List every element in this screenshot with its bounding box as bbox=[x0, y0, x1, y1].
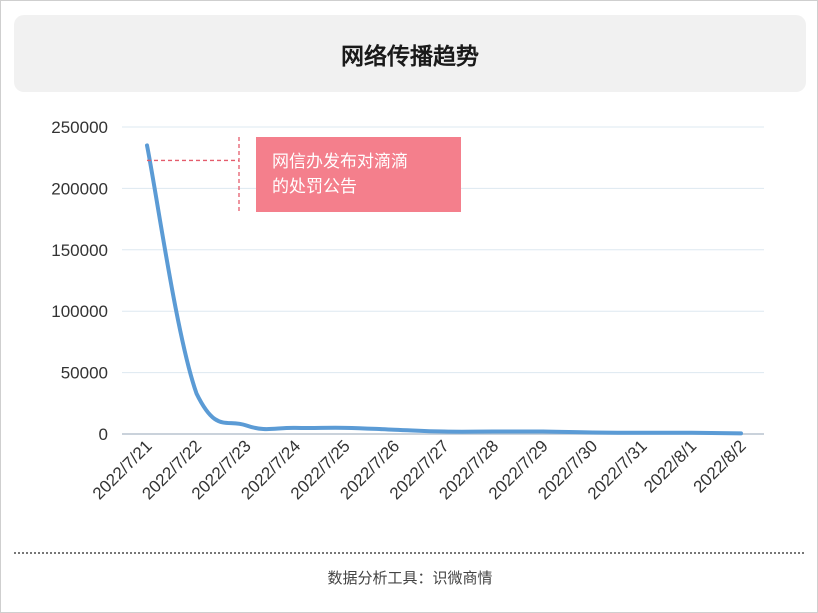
y-tick-label: 100000 bbox=[51, 302, 108, 321]
annotation-text: 网信办发布对滴滴 bbox=[272, 152, 408, 172]
line-chart: 0 50000 100000 150000 200000 250000 2022/7/21… bbox=[51, 118, 764, 503]
grid-lines bbox=[122, 126, 764, 435]
series-line bbox=[145, 143, 743, 436]
annotation-text: 的处罚公告 bbox=[272, 177, 357, 197]
x-axis: 2022/7/212022/7/222022/7/232022/7/242022… bbox=[89, 436, 750, 503]
x-tick-label: 2022/8/2 bbox=[690, 436, 750, 496]
annotation-box bbox=[256, 137, 461, 212]
footer-divider bbox=[14, 552, 804, 554]
series-layer bbox=[145, 143, 743, 436]
title-banner: 网络传播趋势 bbox=[14, 15, 806, 92]
chart-title: 网络传播趋势 bbox=[341, 43, 479, 70]
footer-source: 数据分析工具：识微商情 bbox=[327, 569, 493, 587]
y-tick-label: 0 bbox=[99, 425, 108, 444]
y-tick-label: 250000 bbox=[51, 118, 108, 137]
y-tick-label: 150000 bbox=[51, 241, 108, 260]
y-tick-label: 50000 bbox=[61, 364, 108, 383]
y-axis: 0 50000 100000 150000 200000 250000 bbox=[51, 118, 108, 444]
y-tick-label: 200000 bbox=[51, 179, 108, 198]
x-tick-label: 2022/8/1 bbox=[640, 436, 700, 496]
